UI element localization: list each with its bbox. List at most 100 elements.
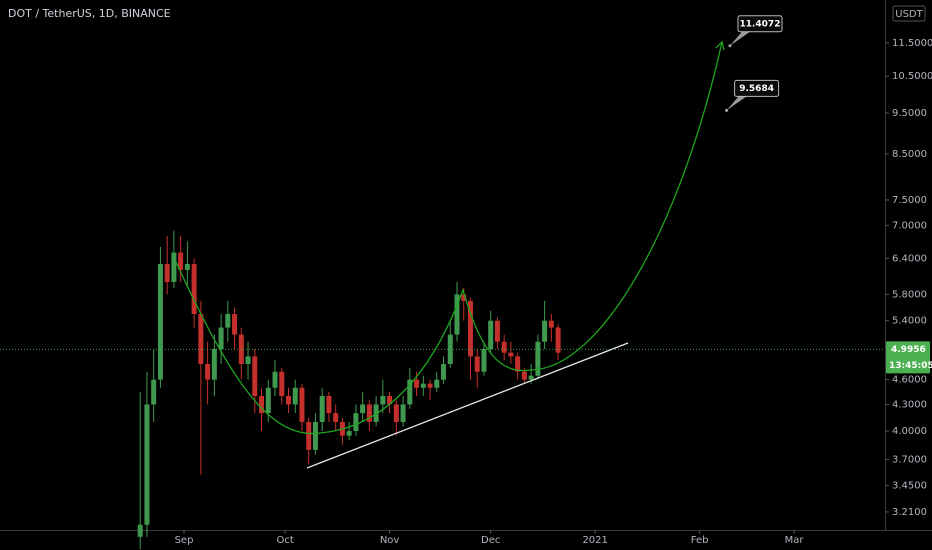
annotation-pointer <box>726 96 747 111</box>
candle-body <box>319 395 325 422</box>
candle-body <box>238 334 244 365</box>
candle-body <box>333 413 339 422</box>
candle-body <box>474 356 480 372</box>
candle-body <box>265 387 271 414</box>
x-tick-label: Sep <box>175 535 194 546</box>
candle-body <box>151 379 157 405</box>
candle-body <box>548 320 554 328</box>
candle-body <box>218 327 224 350</box>
candle-body <box>454 294 460 335</box>
x-tick-label: Nov <box>380 535 400 546</box>
candle-body <box>407 379 413 405</box>
x-tick-label: Oct <box>276 535 293 546</box>
y-tick-label: 4.6000 <box>892 375 927 386</box>
candle-body <box>245 356 251 365</box>
unit-box <box>892 5 926 22</box>
trend-line <box>306 342 629 469</box>
y-unit: USDT <box>895 9 923 20</box>
candle-body <box>306 421 312 450</box>
candle-body <box>434 379 440 388</box>
y-tick-label: 11.5000 <box>892 38 932 49</box>
annotation-box <box>737 15 783 33</box>
candle-body <box>360 404 366 414</box>
annotation-label: 11.4072 <box>739 19 780 29</box>
y-tick-label: 9.5000 <box>892 108 927 119</box>
candle-body <box>312 421 318 450</box>
x-tick-label: Mar <box>785 535 805 546</box>
candle-body <box>252 356 258 396</box>
candle-body <box>232 313 238 335</box>
candle-body <box>299 387 305 422</box>
candle-body <box>225 313 231 328</box>
y-tick-label: 7.0000 <box>892 220 927 231</box>
candle-body <box>259 395 265 414</box>
candle-body <box>137 524 143 537</box>
candle-body <box>366 404 372 422</box>
candle-body <box>157 264 163 380</box>
candle-body <box>420 383 426 388</box>
y-tick-label: 7.5000 <box>892 195 927 206</box>
candle-body <box>393 404 399 422</box>
x-tick-label: Feb <box>691 535 709 546</box>
candle-body <box>515 356 521 372</box>
candle-body <box>535 341 541 376</box>
candle-body <box>441 364 447 380</box>
y-tick-label: 4.0000 <box>892 426 927 437</box>
candle-body <box>178 252 184 270</box>
candle-body <box>191 264 197 314</box>
candle-body <box>353 413 359 432</box>
y-tick-label: 3.2100 <box>892 507 927 518</box>
candle-body <box>501 341 507 353</box>
candle-body <box>528 375 534 380</box>
x-tick-label: 2021 <box>582 535 607 546</box>
y-tick-label: 4.3000 <box>892 399 927 410</box>
candle-body <box>164 264 170 282</box>
annotation-pointer <box>729 31 750 46</box>
candle-body <box>292 387 298 405</box>
y-tick-label: 6.4000 <box>892 253 927 264</box>
curve-arrow <box>715 40 725 51</box>
candle-body <box>387 395 393 405</box>
candle-body <box>144 404 150 525</box>
y-tick-label: 3.7000 <box>892 455 927 466</box>
candle-body <box>346 431 352 436</box>
y-tick-label: 3.4500 <box>892 480 927 491</box>
candle-body <box>326 395 332 414</box>
candle-body <box>400 404 406 422</box>
candle-body <box>184 264 190 270</box>
candle-body <box>555 327 561 353</box>
cup-curve <box>175 41 723 435</box>
candle-body <box>467 300 473 357</box>
y-tick-label: 8.5000 <box>892 149 927 160</box>
candle-body <box>461 294 467 301</box>
chart-title: DOT / TetherUS, 1D, BINANCE <box>8 7 171 20</box>
last-price-box <box>886 341 930 374</box>
candle-body <box>285 395 291 405</box>
candle-body <box>481 349 487 372</box>
y-tick-label: 10.5000 <box>892 71 932 82</box>
candle-body <box>427 383 433 388</box>
candle-body <box>171 252 177 282</box>
candle-body <box>521 371 527 380</box>
candle-body <box>380 395 386 405</box>
countdown: 13:45:05 <box>889 361 932 371</box>
candle-body <box>205 364 211 380</box>
y-tick-label: 5.4000 <box>892 316 927 327</box>
annotation-label: 9.5684 <box>739 84 774 94</box>
drawings <box>175 40 725 469</box>
annotation-box <box>734 79 780 97</box>
last-price-label: 4.9956 <box>891 345 926 355</box>
candle-body <box>494 320 500 342</box>
candle-body <box>211 349 217 380</box>
candle-body <box>279 371 285 396</box>
candle-body <box>508 352 514 357</box>
candle-body <box>488 320 494 350</box>
candle-body <box>198 313 204 365</box>
candle-body <box>414 379 420 388</box>
candle-body <box>542 320 548 342</box>
candle-body <box>272 371 278 388</box>
x-tick-label: Dec <box>481 535 500 546</box>
y-tick-label: 5.8000 <box>892 289 927 300</box>
